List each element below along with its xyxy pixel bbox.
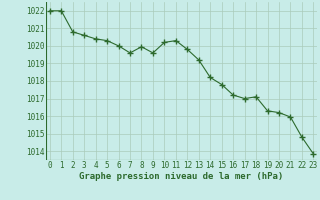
X-axis label: Graphe pression niveau de la mer (hPa): Graphe pression niveau de la mer (hPa) [79, 172, 284, 181]
